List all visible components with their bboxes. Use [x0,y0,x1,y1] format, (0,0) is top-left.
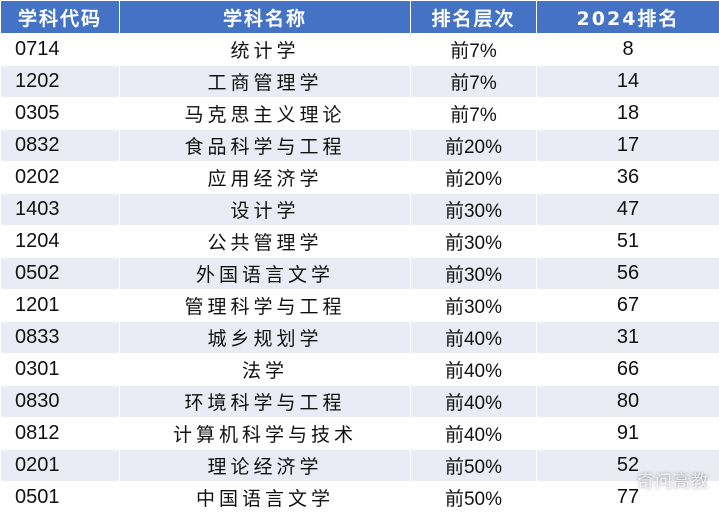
cell-name: 设计学 [120,194,411,226]
header-row: 学科代码 学科名称 排名层次 2024排名 [1,1,719,34]
cell-rank: 56 [537,258,719,290]
cell-level: 前50% [411,450,537,482]
cell-name: 法学 [120,354,411,386]
cell-rank: 91 [537,418,719,450]
cell-level: 前30% [411,290,537,322]
cell-level: 前40% [411,418,537,450]
cell-level: 前30% [411,194,537,226]
table-header: 学科代码 学科名称 排名层次 2024排名 [1,1,719,34]
cell-level: 前40% [411,386,537,418]
header-name: 学科名称 [120,1,411,34]
cell-level: 前7% [411,34,537,66]
cell-name: 环境科学与工程 [120,386,411,418]
cell-level: 前40% [411,322,537,354]
cell-level: 前20% [411,162,537,194]
cell-name: 外国语言文学 [120,258,411,290]
cell-rank: 18 [537,98,719,130]
cell-code: 0301 [1,354,120,386]
cell-name: 理论经济学 [120,450,411,482]
cell-rank: 14 [537,66,719,98]
cell-level: 前30% [411,258,537,290]
cell-name: 计算机科学与技术 [120,418,411,450]
cell-code: 1201 [1,290,120,322]
cell-name: 管理科学与工程 [120,290,411,322]
cell-level: 前50% [411,482,537,514]
cell-rank: 51 [537,226,719,258]
header-level: 排名层次 [411,1,537,34]
cell-code: 0832 [1,130,120,162]
watermark: 奇问高教 [637,467,709,492]
header-rank: 2024排名 [537,1,719,34]
cell-name: 统计学 [120,34,411,66]
cell-rank: 31 [537,322,719,354]
cell-rank: 36 [537,162,719,194]
cell-code: 0502 [1,258,120,290]
cell-code: 0202 [1,162,120,194]
cell-rank: 66 [537,354,719,386]
cell-name: 应用经济学 [120,162,411,194]
cell-rank: 80 [537,386,719,418]
cell-level: 前7% [411,66,537,98]
cell-code: 0201 [1,450,120,482]
cell-code: 0501 [1,482,120,514]
cell-rank: 67 [537,290,719,322]
cell-code: 1204 [1,226,120,258]
cell-name: 食品科学与工程 [120,130,411,162]
cell-name: 工商管理学 [120,66,411,98]
cell-name: 城乡规划学 [120,322,411,354]
cell-rank: 8 [537,34,719,66]
cell-name: 马克思主义理论 [120,98,411,130]
cell-level: 前7% [411,98,537,130]
cell-rank: 47 [537,194,719,226]
cell-code: 0305 [1,98,120,130]
cell-name: 公共管理学 [120,226,411,258]
cell-rank: 17 [537,130,719,162]
cell-level: 前30% [411,226,537,258]
cell-code: 0830 [1,386,120,418]
cell-code: 0833 [1,322,120,354]
cell-code: 0812 [1,418,120,450]
cell-code: 0714 [1,34,120,66]
cell-code: 1403 [1,194,120,226]
cell-level: 前20% [411,130,537,162]
cell-code: 1202 [1,66,120,98]
cell-name: 中国语言文学 [120,482,411,514]
cell-level: 前40% [411,354,537,386]
header-code: 学科代码 [1,1,120,34]
